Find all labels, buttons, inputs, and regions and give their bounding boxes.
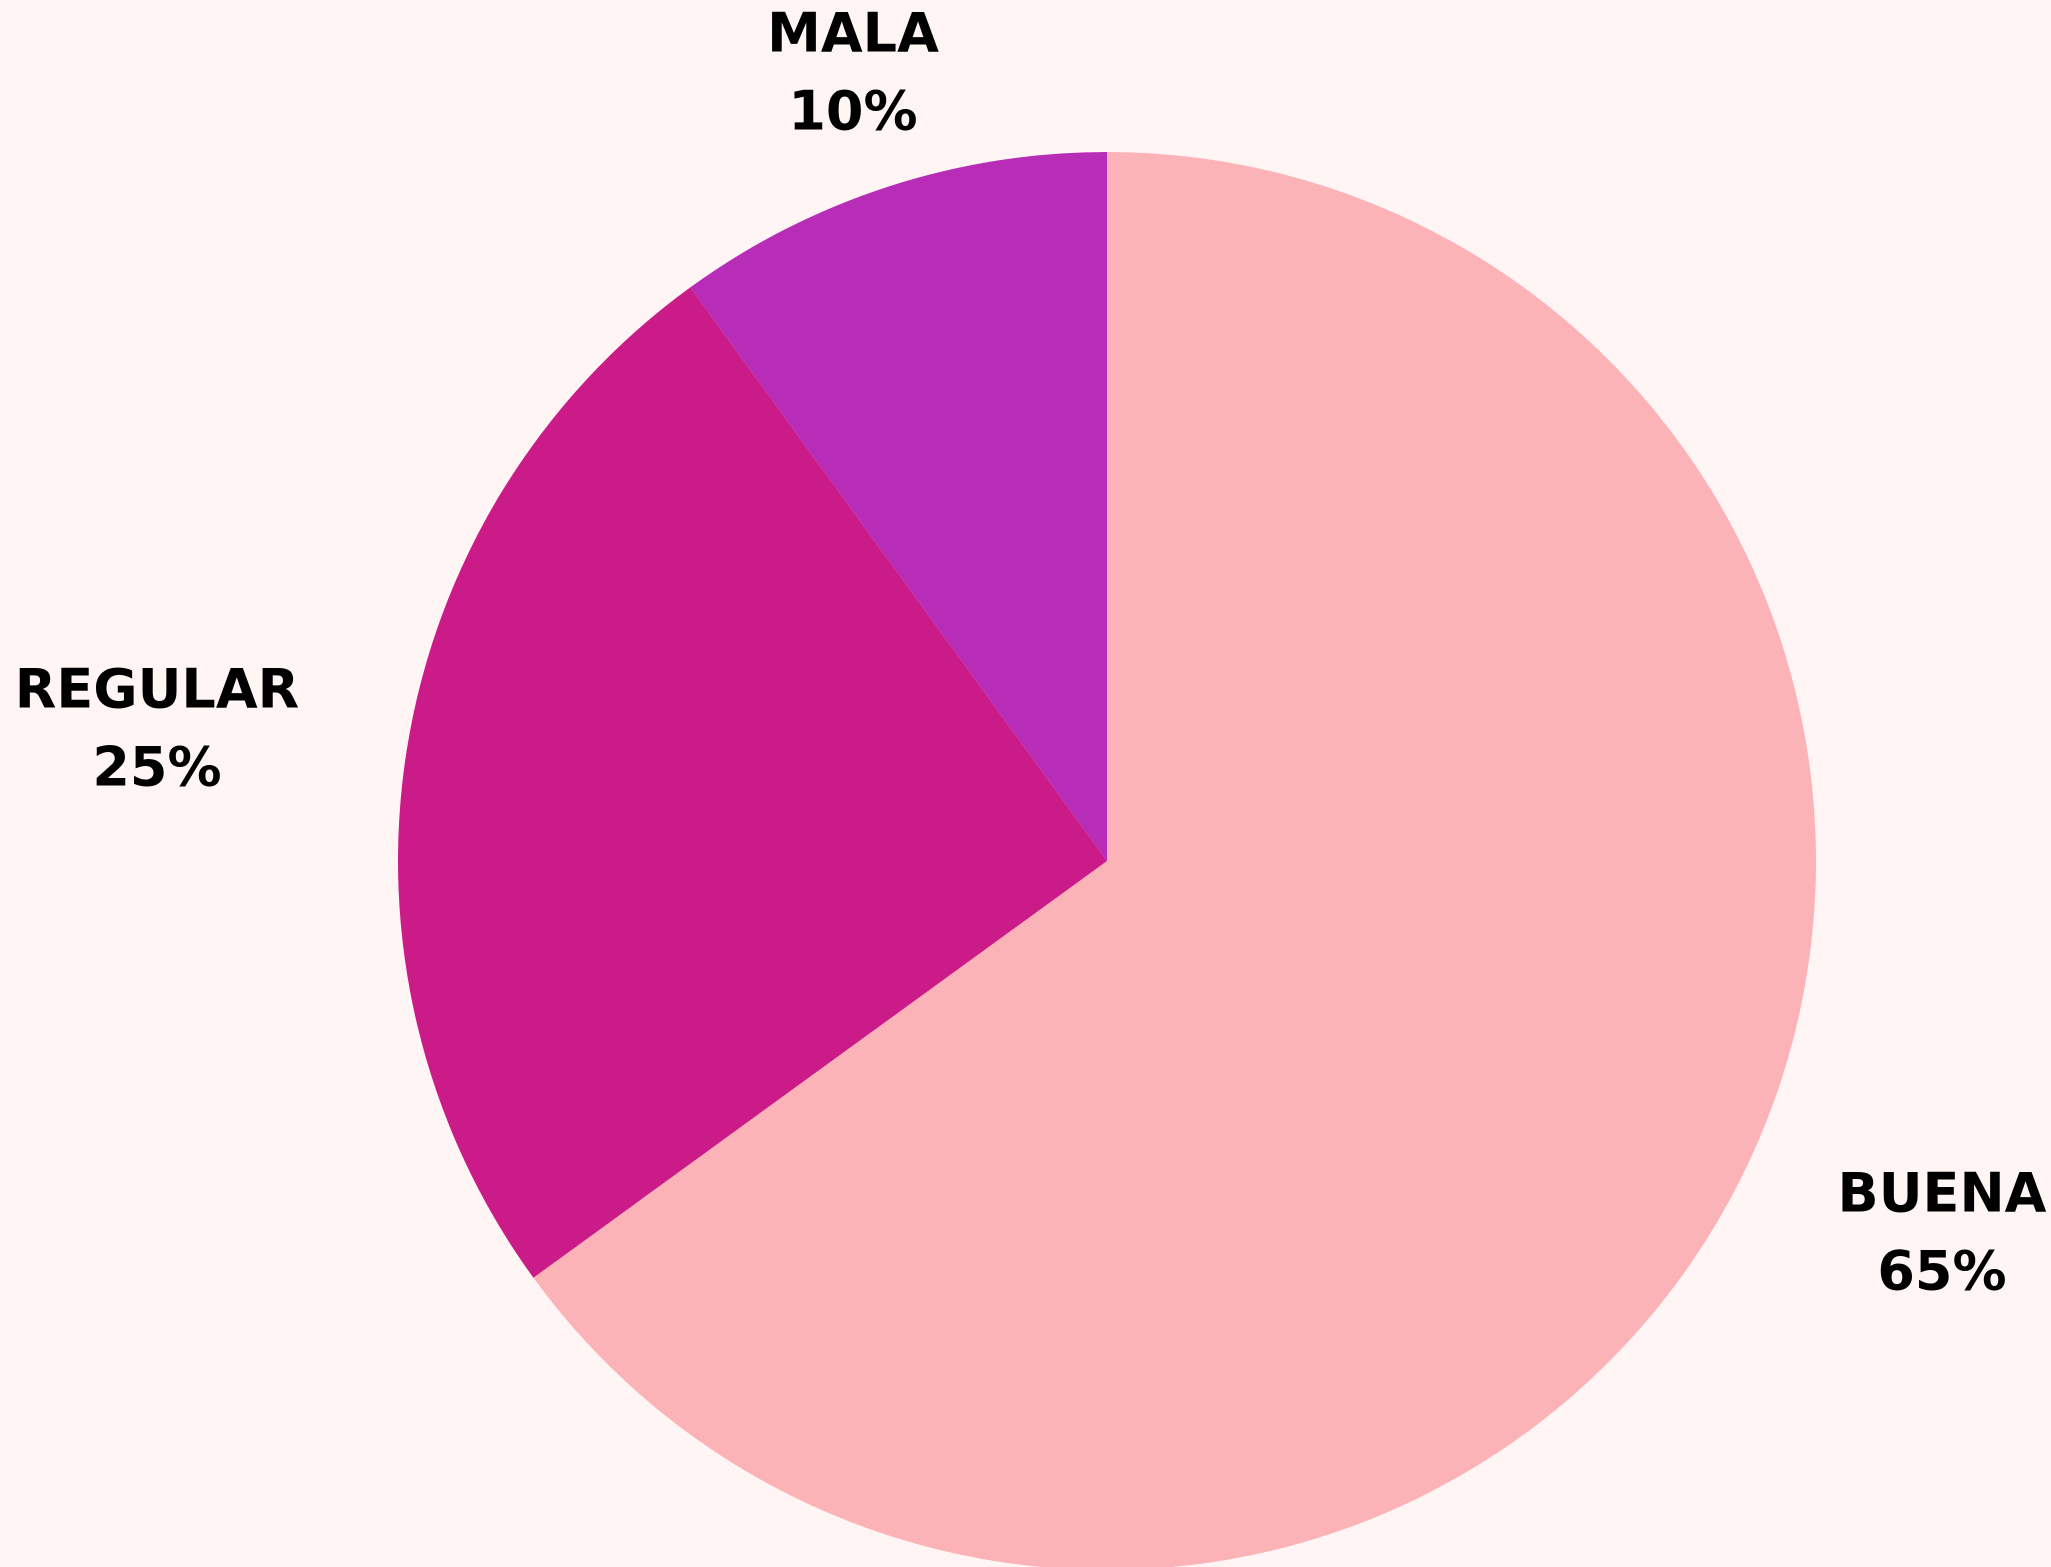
pie-slice	[397, 287, 1107, 1278]
slice-value-label: 10%	[788, 80, 917, 143]
slice-value-label: 65%	[1877, 1240, 2006, 1303]
pie-slice	[533, 152, 1816, 1567]
slice-label: MALA	[767, 2, 939, 65]
slice-label: BUENA	[1838, 1162, 2047, 1225]
pie-slice	[690, 152, 1107, 861]
slice-value-label: 25%	[92, 736, 221, 799]
slice-label: REGULAR	[15, 658, 299, 721]
